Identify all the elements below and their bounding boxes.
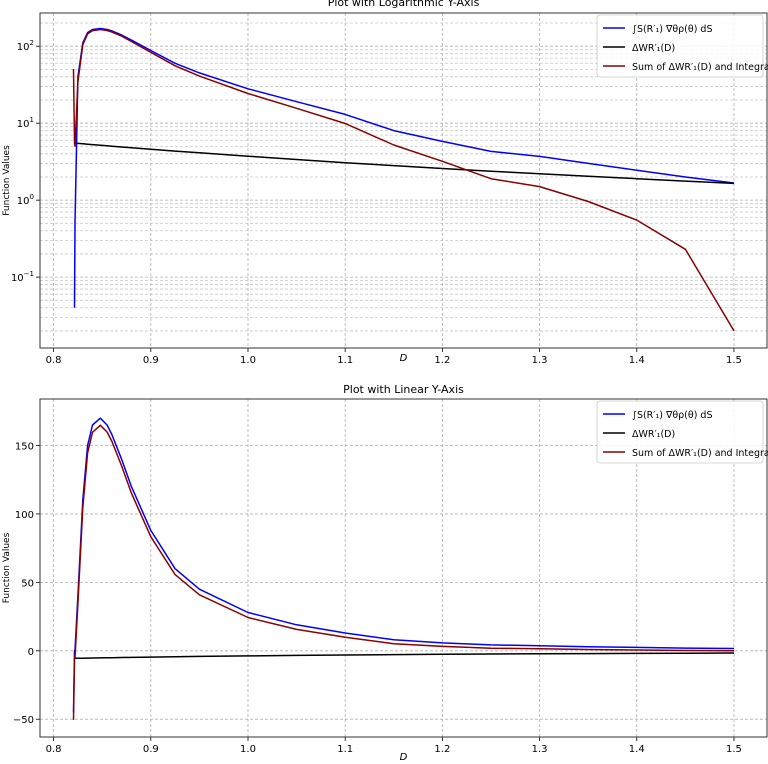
y-axis-label: Function Values: [2, 145, 12, 216]
tick-base: 50: [21, 578, 34, 589]
tick-base: 150: [15, 442, 34, 453]
x-axis-label: D: [400, 353, 408, 364]
x-tick-label: 1.1: [337, 744, 353, 755]
legend-label: Sum of ΔWR′₁(D) and Integral: [632, 62, 768, 73]
legend-label: ΔWR′₁(D): [632, 43, 675, 54]
chart-title: Plot with Logarithmic Y-Axis: [328, 0, 480, 9]
legend-label: ΔWR′₁(D): [632, 429, 675, 440]
y-axis-label: Function Values: [2, 532, 12, 603]
log-y-plot: 0.8 0.9 1.0 1.1 1.2 1.3 1.4 1.510−1100101102Plo…: [2, 0, 768, 366]
tick-exponent: 2: [30, 39, 34, 47]
chart-title: Plot with Linear Y-Axis: [343, 383, 464, 396]
gridlines: [40, 399, 767, 737]
x-tick-label: 1.4: [629, 744, 645, 755]
delta-w-line: [74, 652, 735, 660]
tick-base: 10: [17, 119, 30, 130]
sum-line: [72, 28, 735, 332]
axes-frame: [39, 398, 768, 738]
tick-base: 0: [28, 647, 34, 658]
y-tick-label: 0: [28, 647, 34, 658]
legend: ∫S(R′₁) ∇θρ(θ) dS ΔWR′₁(D) Sum of ΔWR′₁(D)…: [596, 14, 768, 78]
x-tick-label: 0.8: [46, 355, 62, 366]
x-tick-label: 1.5: [726, 355, 742, 366]
legend-label: Sum of ΔWR′₁(D) and Integral: [632, 448, 768, 459]
y-tick-label: 50: [21, 578, 34, 589]
series-lines: [72, 27, 735, 332]
sum-line: [72, 424, 735, 720]
tick-exponent: 0: [30, 193, 34, 201]
x-tick-label: 1.5: [726, 744, 742, 755]
x-tick-label: 1.2: [434, 355, 450, 366]
y-tick-label: 102: [17, 39, 34, 53]
x-axis-label: D: [400, 752, 408, 763]
x-tick-label: 1.2: [434, 744, 450, 755]
axes-frame: [39, 12, 768, 349]
tick-base: 10: [11, 273, 24, 284]
tick-exponent: 1: [30, 116, 34, 124]
tick-base: −50: [13, 715, 34, 726]
x-tick-label: 1.1: [337, 355, 353, 366]
legend: ∫S(R′₁) ∇θρ(θ) dS ΔWR′₁(D) Sum of ΔWR′₁(D)…: [596, 400, 768, 464]
x-tick-label: 1.0: [240, 744, 256, 755]
x-tick-label: 0.9: [143, 744, 159, 755]
tick-base: 10: [17, 196, 30, 207]
x-tick-label: 1.0: [240, 355, 256, 366]
x-tick-label: 0.9: [143, 355, 159, 366]
y-tick-label: −50: [13, 715, 34, 726]
tick-base: 100: [15, 510, 34, 521]
x-tick-label: 1.3: [532, 744, 548, 755]
tick-base: 10: [17, 42, 30, 53]
legend-label: ∫S(R′₁) ∇θρ(θ) dS: [632, 24, 712, 35]
x-tick-label: 1.3: [532, 355, 548, 366]
y-tick-label: 100: [17, 193, 34, 207]
series-lines: [72, 417, 735, 720]
x-tick-label: 1.4: [629, 355, 645, 366]
y-tick-label: 101: [17, 116, 34, 130]
integral-line: [73, 27, 735, 308]
y-tick-label: 150: [15, 442, 34, 453]
y-tick-label: 10−1: [11, 270, 34, 284]
legend-box: [596, 14, 764, 78]
y-tick-label: 100: [15, 510, 34, 521]
delta-w-line: [74, 142, 735, 185]
legend-box: [596, 400, 764, 464]
legend-label: ∫S(R′₁) ∇θρ(θ) dS: [632, 410, 712, 421]
x-tick-label: 0.8: [46, 744, 62, 755]
tick-exponent: −1: [24, 270, 34, 278]
linear-y-plot: 0.8 0.9 1.0 1.1 1.2 1.3 1.4 1.5 −50 0 50 100 150 Plot…: [2, 383, 768, 763]
